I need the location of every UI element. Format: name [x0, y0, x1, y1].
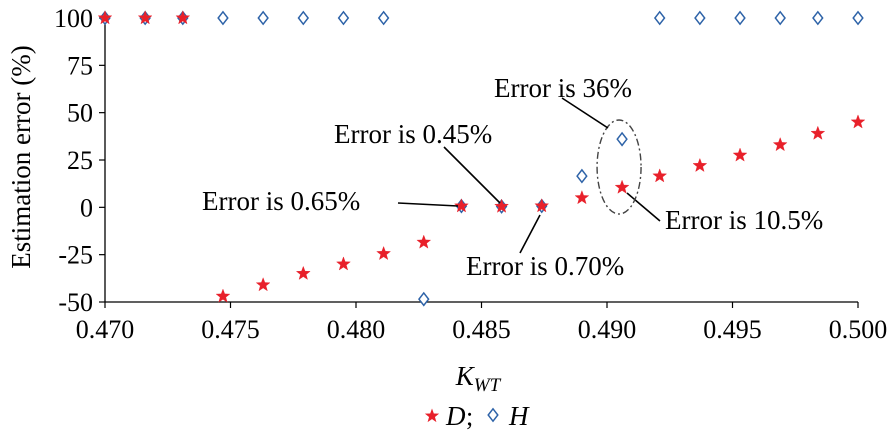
axes: 100 75 50 25 0 -25 -500.470 0.475 0.480 0.485 0.49…: [54, 4, 887, 344]
annotation-leader-line: [626, 192, 661, 222]
data-point-h: [774, 10, 786, 26]
x-tick-label: 0.500: [829, 315, 888, 344]
y-axis-title: Estimation error (%): [6, 45, 36, 268]
data-point-d: [652, 168, 668, 183]
highlight-ellipse: [596, 119, 642, 215]
legend-label-h: H: [508, 401, 530, 431]
legend-star-icon: [424, 408, 440, 423]
y-tick-label: 100: [54, 4, 93, 33]
y-tick-label: 75: [67, 51, 93, 80]
x-tick-label: 0.495: [703, 315, 762, 344]
annotations: Error is 36%Error is 0.45%Error is 0.65%…: [202, 73, 823, 281]
data-point-h: [418, 291, 430, 307]
data-marks: [97, 10, 866, 307]
x-tick-label: 0.490: [578, 315, 637, 344]
data-point-h: [297, 10, 310, 26]
data-point-d: [376, 245, 392, 261]
data-point-d: [614, 179, 630, 194]
annotation-label: Error is 0.65%: [202, 186, 360, 216]
annotation-label: Error is 0.70%: [466, 251, 624, 281]
data-point-h: [616, 131, 628, 147]
x-axis-title-main: K: [455, 361, 476, 391]
data-point-d: [295, 265, 311, 280]
data-point-h: [812, 10, 824, 26]
data-point-d: [255, 277, 271, 292]
data-point-d: [416, 234, 432, 249]
data-point-d: [574, 190, 590, 205]
x-axis-title-subscript: WT: [474, 375, 502, 396]
data-point-d: [534, 198, 550, 213]
legend-separator: ;: [466, 402, 473, 431]
data-point-h: [337, 10, 350, 26]
data-point-h: [217, 10, 229, 26]
data-point-h: [377, 10, 390, 26]
legend-diamond-icon: [487, 407, 499, 423]
x-tick-label: 0.485: [452, 315, 511, 344]
data-point-h: [257, 10, 269, 26]
data-point-h: [653, 10, 666, 26]
data-point-d: [175, 10, 191, 25]
y-tick-label: 50: [67, 99, 93, 128]
data-point-h: [576, 168, 588, 184]
annotation-leader-line: [397, 202, 459, 207]
data-point-d: [810, 125, 826, 140]
y-tick-label: -50: [58, 288, 93, 317]
data-point-d: [454, 198, 469, 213]
data-point-d: [850, 114, 866, 129]
data-point-d: [97, 10, 113, 25]
data-point-h: [852, 10, 864, 26]
annotation-leader-line: [443, 146, 501, 204]
y-tick-label: -25: [58, 241, 93, 270]
x-tick-label: 0.480: [327, 315, 386, 344]
x-axis-title: KWT: [455, 361, 502, 396]
annotation-leader-line: [561, 97, 609, 129]
data-point-h: [734, 10, 746, 26]
x-tick-label: 0.470: [76, 315, 135, 344]
legend-label-d: D: [445, 401, 466, 431]
data-point-d: [137, 10, 153, 25]
annotation-leader-line: [519, 214, 541, 254]
data-point-h: [694, 10, 706, 26]
x-tick-label: 0.475: [201, 315, 260, 344]
data-point-d: [494, 198, 509, 213]
data-point-d: [692, 157, 708, 172]
data-point-d: [772, 137, 788, 152]
annotation-label: Error is 10.5%: [665, 205, 823, 235]
annotation-label: Error is 0.45%: [334, 119, 492, 149]
legend: D ; H: [424, 401, 530, 431]
data-point-d: [336, 256, 351, 271]
y-tick-label: 0: [80, 193, 93, 222]
data-point-d: [215, 288, 231, 303]
y-tick-label: 25: [67, 146, 93, 175]
data-point-d: [732, 147, 748, 162]
